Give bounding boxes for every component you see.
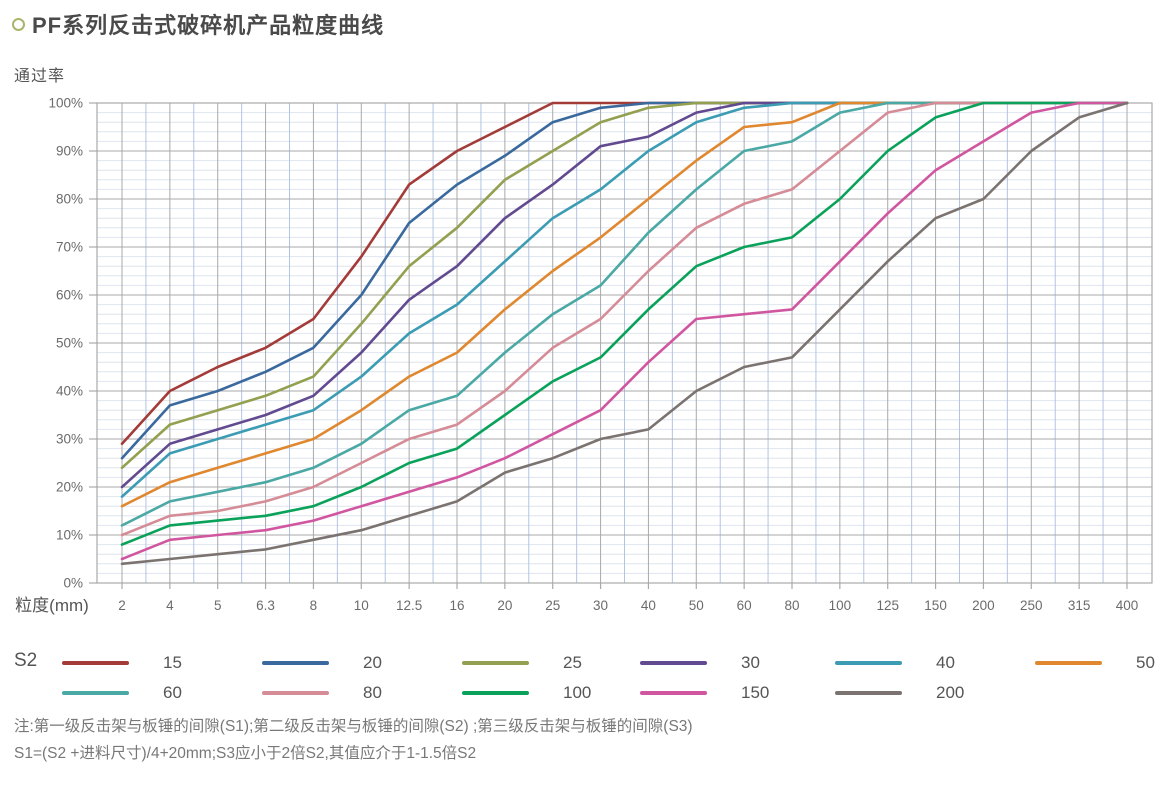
series-line-S2-100 xyxy=(120,101,1129,546)
legend-swatch xyxy=(640,661,707,665)
legend-item-S2-200: 200 xyxy=(835,678,964,708)
legend-label: 80 xyxy=(363,683,382,702)
y-tick-label: 60% xyxy=(56,288,83,303)
chart-svg: 0% 10% 20% 30% 40% 50% 60% 70% 80% 90% 100% 粒度(mm) 2… xyxy=(15,96,1153,615)
footnotes: 注:第一级反击架与板锤的间隙(S1);第二级反击架与板锤的间隙(S2) ;第三级… xyxy=(14,714,693,767)
x-tick-label: 2 xyxy=(118,598,126,613)
y-tick-label: 70% xyxy=(56,240,83,255)
legend-label: 25 xyxy=(563,653,582,672)
legend-swatch xyxy=(262,691,329,695)
footnote-line-2: S1=(S2 +进料尺寸)/4+20mm;S3应小于2倍S2,其值应介于1-1.… xyxy=(14,744,477,762)
y-tick-label: 90% xyxy=(56,144,83,159)
legend-label: 50 xyxy=(1136,653,1155,672)
legend-swatch xyxy=(62,661,129,665)
y-tick-label: 20% xyxy=(56,480,83,495)
x-tick-label: 200 xyxy=(972,598,995,613)
legend-item-S2-20: 20 xyxy=(262,648,382,678)
y-tick-label: 40% xyxy=(56,384,83,399)
x-tick-label: 10 xyxy=(354,598,369,613)
x-axis-title: 粒度(mm) xyxy=(15,596,89,615)
particle-size-chart: 0% 10% 20% 30% 40% 50% 60% 70% 80% 90% 100% 粒度(mm) 2… xyxy=(0,90,1173,635)
legend-label: 150 xyxy=(741,683,770,702)
legend-swatch xyxy=(462,691,529,695)
legend-item-S2-60: 60 xyxy=(62,678,182,708)
y-tick-label: 100% xyxy=(48,96,83,111)
legend-item-S2-80: 80 xyxy=(262,678,382,708)
ring-bullet-icon xyxy=(12,17,25,31)
legend-swatch xyxy=(1035,661,1102,665)
x-tick-label: 6.3 xyxy=(256,598,275,613)
legend-swatch xyxy=(62,691,129,695)
y-tick-label: 30% xyxy=(56,432,83,447)
y-axis-title: 通过率 xyxy=(14,68,66,85)
x-tick-label: 12.5 xyxy=(396,598,422,613)
x-tick-label: 8 xyxy=(310,598,318,613)
legend-swatch xyxy=(835,661,902,665)
legend-label: 30 xyxy=(741,653,760,672)
x-tick-label: 315 xyxy=(1068,598,1091,613)
series-line-S2-80 xyxy=(120,101,1129,537)
x-tick-label: 400 xyxy=(1116,598,1139,613)
x-tick-label: 80 xyxy=(784,598,799,613)
x-tick-label: 125 xyxy=(876,598,899,613)
y-tick-label: 0% xyxy=(63,576,83,591)
legend-label: 60 xyxy=(163,683,182,702)
x-tick-label: 20 xyxy=(497,598,512,613)
legend-item-S2-30: 30 xyxy=(640,648,760,678)
legend-item-S2-15: 15 xyxy=(62,648,182,678)
legend-swatch xyxy=(462,661,529,665)
legend-item-S2-100: 100 xyxy=(462,678,591,708)
x-tick-label: 50 xyxy=(689,598,704,613)
x-tick-label: 30 xyxy=(593,598,608,613)
y-tick-label: 10% xyxy=(56,528,83,543)
legend-swatch xyxy=(262,661,329,665)
footnote-line-1: 注:第一级反击架与板锤的间隙(S1);第二级反击架与板锤的间隙(S2) ;第三级… xyxy=(14,718,693,735)
series-line-S2-150 xyxy=(120,101,1129,561)
x-tick-label: 25 xyxy=(545,598,560,613)
y-tick-label: 50% xyxy=(56,336,83,351)
x-tick-label: 250 xyxy=(1020,598,1043,613)
x-tick-label: 40 xyxy=(641,598,656,613)
legend-label: 200 xyxy=(936,683,965,702)
x-tick-label: 60 xyxy=(737,598,752,613)
legend-swatch xyxy=(640,691,707,695)
legend-item-S2-25: 25 xyxy=(462,648,582,678)
legend-label: 20 xyxy=(363,653,382,672)
legend-label: 15 xyxy=(163,653,182,672)
chart-legend: S2 15 20 25 30 40 50 60 80 100 150 200 xyxy=(0,648,1173,710)
x-tick-label: 150 xyxy=(924,598,947,613)
legend-title: S2 xyxy=(14,650,38,671)
legend-label: 100 xyxy=(563,683,592,702)
page-title-row: PF系列反击式破碎机产品粒度曲线 xyxy=(12,8,384,40)
x-tick-label: 16 xyxy=(449,598,464,613)
legend-label: 40 xyxy=(936,653,955,672)
x-tick-label: 4 xyxy=(166,598,174,613)
legend-item-S2-50: 50 xyxy=(1035,648,1155,678)
y-tick-label: 80% xyxy=(56,192,83,207)
x-tick-label: 5 xyxy=(214,598,222,613)
legend-item-S2-40: 40 xyxy=(835,648,955,678)
legend-swatch xyxy=(835,691,902,695)
series-line-S2-200 xyxy=(120,101,1129,566)
page-title: PF系列反击式破碎机产品粒度曲线 xyxy=(32,13,385,38)
legend-item-S2-150: 150 xyxy=(640,678,769,708)
x-tick-label: 100 xyxy=(829,598,852,613)
